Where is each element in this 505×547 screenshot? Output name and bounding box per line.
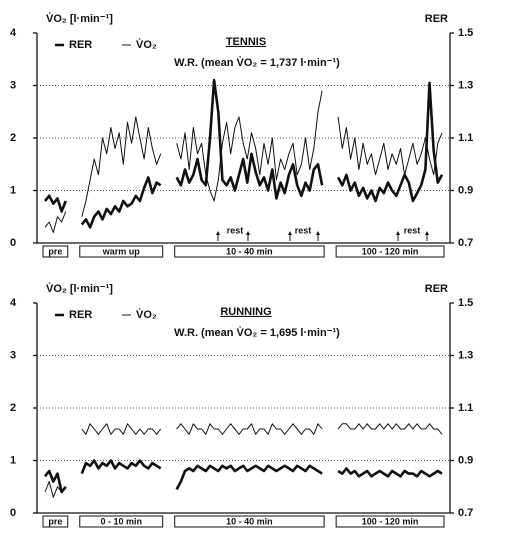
period-label: pre	[48, 246, 62, 256]
y2-tick-label: 1.1	[458, 402, 473, 414]
y2-tick-label: 1.5	[458, 297, 473, 309]
series-line	[44, 423, 443, 498]
y-tick-label: 1	[10, 454, 16, 466]
rest-arrowhead	[288, 231, 292, 235]
y-tick-label: 4	[10, 297, 17, 309]
period-box	[79, 245, 164, 258]
y2-tick-label: 1.3	[458, 349, 473, 361]
y-axis-label: V̇O₂ [l·min⁻¹]	[46, 282, 113, 295]
y-tick-label: 2	[10, 132, 16, 144]
period-label: pre	[48, 516, 62, 526]
period-label: 100 - 120 min	[362, 516, 419, 526]
y2-tick-label: 1.5	[458, 27, 473, 39]
period-label: 10 - 40 min	[226, 246, 273, 256]
series-line	[43, 459, 443, 494]
period-box	[79, 515, 164, 528]
y2-axis-label: RER	[425, 283, 448, 295]
y-tick-label: 3	[10, 349, 16, 361]
annotation: rest	[227, 225, 244, 235]
legend-label: V̇O₂	[136, 308, 157, 321]
legend-label: RER	[69, 39, 92, 51]
y-tick-label: 0	[10, 237, 16, 249]
y2-tick-label: 0.9	[458, 454, 473, 466]
period-label: warm up	[102, 246, 141, 256]
annotation: rest	[404, 225, 421, 235]
y2-tick-label: 0.7	[458, 507, 473, 519]
legend-label: RER	[69, 309, 92, 321]
y2-axis-label: RER	[425, 13, 448, 25]
period-label: 100 - 120 min	[362, 246, 419, 256]
series-line	[44, 90, 443, 233]
chart-subtitle: W.R. (mean V̇O₂ = 1,737 l·min⁻¹)	[174, 56, 340, 69]
period-box	[335, 515, 445, 528]
chart-title: RUNNING	[220, 306, 271, 318]
y2-tick-label: 1.1	[458, 132, 473, 144]
annotation: rest	[295, 225, 312, 235]
y-axis-label: V̇O₂ [l·min⁻¹]	[46, 12, 113, 25]
y-tick-label: 2	[10, 402, 16, 414]
y2-tick-label: 1.3	[458, 79, 473, 91]
rest-arrowhead	[396, 231, 400, 235]
y-tick-label: 3	[10, 79, 16, 91]
rest-arrowhead	[316, 231, 320, 235]
y2-tick-label: 0.9	[458, 184, 473, 196]
legend-label: V̇O₂	[136, 38, 157, 51]
chart-title: TENNIS	[226, 36, 266, 48]
rest-arrowhead	[246, 231, 250, 235]
series-line	[43, 78, 444, 229]
y-tick-label: 0	[10, 507, 16, 519]
rest-arrowhead	[425, 231, 429, 235]
period-label: 0 - 10 min	[100, 516, 142, 526]
y2-tick-label: 0.7	[458, 237, 473, 249]
y-tick-label: 4	[10, 27, 17, 39]
period-label: 10 - 40 min	[226, 516, 273, 526]
period-box	[174, 245, 325, 258]
period-box	[42, 515, 69, 528]
period-box	[335, 245, 445, 258]
period-box	[174, 515, 325, 528]
rest-arrowhead	[216, 231, 220, 235]
period-box	[42, 245, 69, 258]
y-tick-label: 1	[10, 184, 16, 196]
chart-subtitle: W.R. (mean V̇O₂ = 1,695 l·min⁻¹)	[174, 326, 340, 339]
